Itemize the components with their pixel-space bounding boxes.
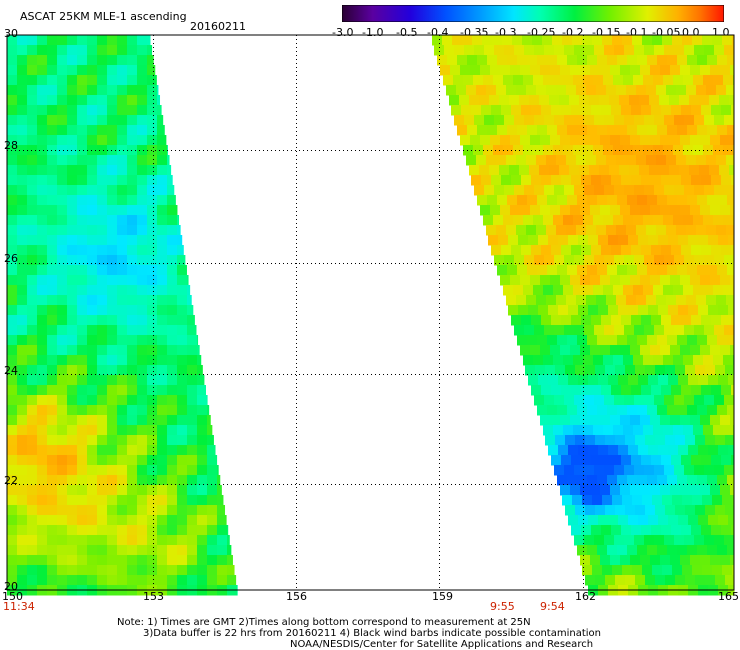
colorbar-label-m0.35: -0.35 <box>460 26 489 39</box>
note-line-2: 3)Data buffer is 22 hrs from 20160211 4)… <box>143 628 601 639</box>
colorbar-label-m0.5: -0.5 <box>396 26 418 39</box>
colorbar-label-m3.0: -3.0 <box>332 26 354 39</box>
lon-label-165: 165 <box>718 590 739 603</box>
colorbar-label-m0.4: -0.4 <box>427 26 449 39</box>
colorbar-label-m0.25: -0.25 <box>527 26 556 39</box>
date-label: 20160211 <box>190 20 246 33</box>
lon-label-153: 153 <box>143 590 164 603</box>
time-label-1134: 11:34 <box>3 600 35 613</box>
colorbar-label-m0.15: -0.15 <box>592 26 621 39</box>
lon-label-159: 159 <box>432 590 453 603</box>
lon-label-150: 150 <box>2 590 23 603</box>
note-line-3: NOAA/NESDIS/Center for Satellite Applica… <box>290 639 594 650</box>
map-frame <box>6 34 735 591</box>
colorbar-gradient <box>342 5 724 22</box>
colorbar-labels: -3.0 -1.0 -0.5 -0.4 -0.35 -0.3 -0.25 -0.… <box>330 27 740 39</box>
colorbar-label-m1.0: -1.0 <box>362 26 384 39</box>
colorbar-label-1.0: 1.0 <box>712 26 730 39</box>
time-label-955: 9:55 <box>490 600 515 613</box>
lat-label-26: 26 <box>4 252 18 265</box>
colorbar-label-m0.3: -0.3 <box>495 26 517 39</box>
colorbar-label-m0.05: -0.05 <box>652 26 681 39</box>
title: ASCAT 25KM MLE-1 ascending <box>20 10 187 23</box>
note-line-1: Note: 1) Times are GMT 2)Times along bot… <box>117 617 531 628</box>
lat-label-24: 24 <box>4 364 18 377</box>
lon-label-156: 156 <box>286 590 307 603</box>
colorbar-label-m0.2: -0.2 <box>562 26 584 39</box>
lat-label-22: 22 <box>4 474 18 487</box>
colorbar-label-m0.1: -0.1 <box>626 26 648 39</box>
grid-layer <box>6 34 735 591</box>
time-label-954: 9:54 <box>540 600 565 613</box>
lon-label-162: 162 <box>575 590 596 603</box>
colorbar <box>342 5 724 22</box>
lat-label-20: 20 <box>4 580 18 593</box>
lat-label-30: 30 <box>4 27 18 40</box>
lat-label-28: 28 <box>4 139 18 152</box>
colorbar-label-0.0: 0.0 <box>682 26 700 39</box>
swath-layer <box>7 35 735 596</box>
